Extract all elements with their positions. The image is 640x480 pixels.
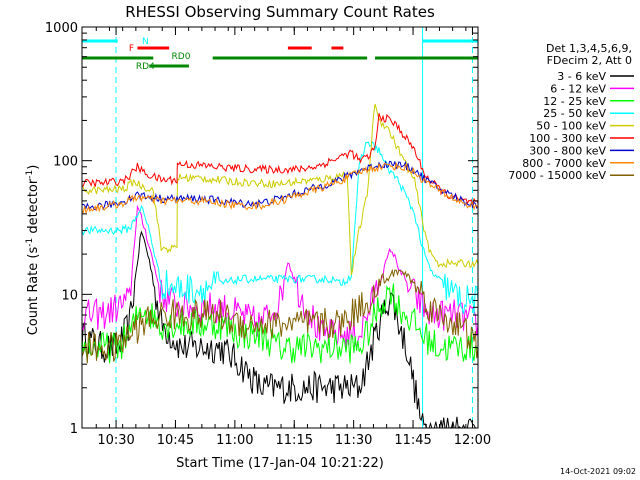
- legend-label-6: 300 - 800 keV: [529, 144, 606, 157]
- y-axis-title-main: Count Rate (s: [26, 247, 41, 336]
- series-line-0: [81, 230, 478, 429]
- plot-area: NF RD0 RD4: [81, 26, 479, 429]
- flare-flag-label: F: [129, 44, 134, 54]
- legend-label-8: 7000 - 15000 keV: [508, 169, 606, 182]
- y-axis-title-end: ): [26, 165, 41, 170]
- orbit-flag-label-rd0: RD0: [172, 52, 191, 62]
- legend-label-3: 25 - 50 keV: [543, 107, 606, 120]
- x-axis: 10:30 10:45 11:00 11:15 11:30 11:45 12:00: [95, 27, 491, 448]
- orbit-flag-label-rd4: RD4: [136, 62, 155, 72]
- x-axis-title: Start Time (17-Jan-04 10:21:22): [176, 456, 384, 471]
- timestamp: 14-Oct-2021 09:02: [560, 467, 636, 476]
- legend-label-0: 3 - 6 keV: [557, 70, 606, 83]
- legend: Det 1,3,4,5,6,9, FDecim 2, Att 0 3 - 6 k…: [508, 42, 634, 182]
- legend-header-line-1: Det 1,3,4,5,6,9,: [546, 42, 632, 55]
- x-tick-label-1: 10:45: [157, 433, 194, 448]
- y-tick-label-0: 1: [70, 422, 78, 437]
- x-tick-label-6: 12:00: [454, 433, 491, 448]
- y-tick-label-1: 10: [61, 288, 78, 303]
- series-line-6: [81, 160, 479, 211]
- y-axis-title-mid: detector: [26, 178, 41, 238]
- plot-frame: [81, 26, 479, 429]
- x-tick-label-4: 11:30: [335, 433, 372, 448]
- legend-header-line-2: FDecim 2, Att 0: [547, 54, 632, 67]
- attenuator-label-n: N: [142, 37, 149, 47]
- x-tick-label-5: 11:45: [394, 433, 431, 448]
- y-axis: 1 10 100 1000: [45, 21, 478, 437]
- series-line-2: [81, 283, 479, 364]
- series-line-8: [81, 268, 479, 364]
- x-tick-label-2: 11:00: [216, 433, 253, 448]
- series-line-3: [81, 141, 479, 315]
- legend-label-4: 50 - 100 keV: [536, 120, 606, 133]
- y-axis-title-sup2: -1: [25, 170, 35, 179]
- x-tick-label-0: 10:30: [97, 433, 134, 448]
- y-tick-label-3: 1000: [45, 21, 78, 36]
- x-tick-label-3: 11:15: [276, 433, 313, 448]
- y-axis-title: Count Rate (s-1 detector-1): [25, 165, 41, 336]
- y-tick-label-2: 100: [53, 155, 78, 170]
- legend-label-1: 6 - 12 keV: [550, 82, 606, 95]
- chart-title: RHESSI Observing Summary Count Rates: [125, 3, 435, 21]
- legend-label-2: 12 - 25 keV: [543, 95, 606, 108]
- legend-label-7: 800 - 7000 keV: [522, 157, 606, 170]
- series-line-7: [81, 162, 479, 215]
- legend-label-5: 100 - 300 keV: [529, 132, 606, 145]
- y-axis-title-sup1: -1: [25, 238, 35, 247]
- series-line-5: [81, 113, 479, 207]
- series-line-4: [81, 103, 479, 276]
